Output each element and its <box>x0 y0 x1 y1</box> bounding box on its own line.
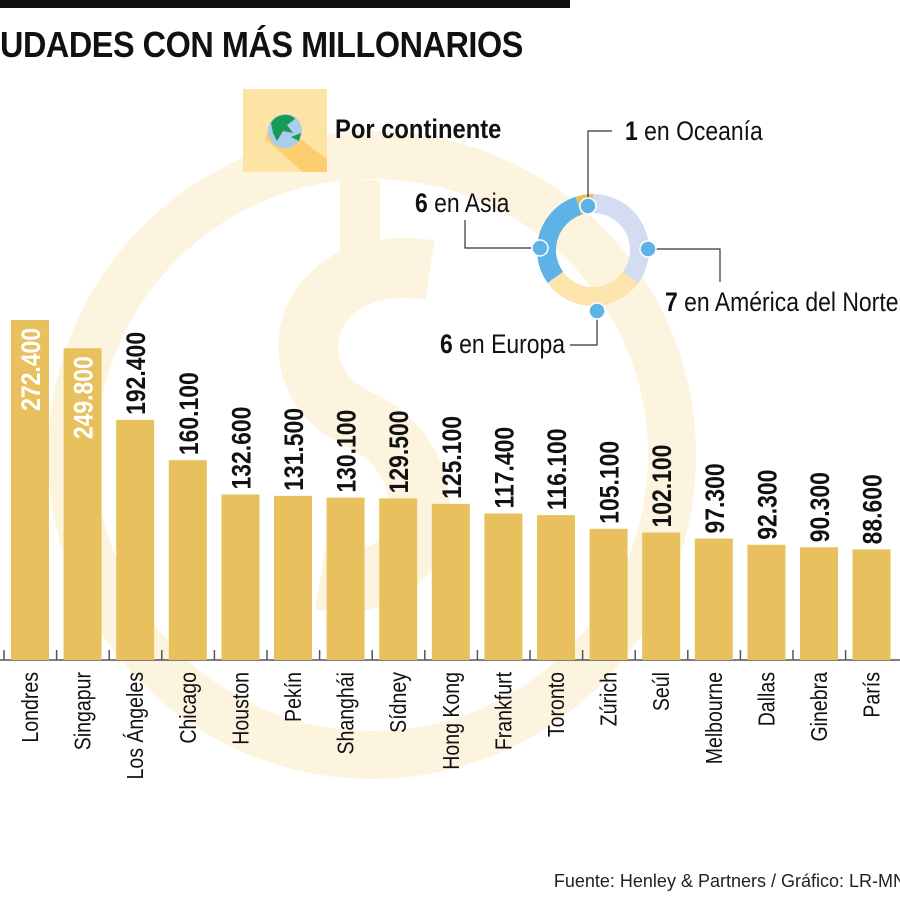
data-label: 102.100 <box>647 445 677 528</box>
bar-8 <box>431 503 470 660</box>
bar-3 <box>168 460 207 660</box>
leader-line <box>587 130 612 205</box>
category-label: Los Ángeles <box>122 672 149 780</box>
label-asia: 6 en Asia <box>415 188 510 218</box>
data-label: 129.500 <box>384 410 414 493</box>
category-label: Toronto <box>544 672 570 737</box>
data-label: 130.100 <box>332 410 362 493</box>
label-oceania: 1 en Oceanía <box>625 116 763 146</box>
bar-15 <box>800 547 838 660</box>
bar-9 <box>484 513 523 660</box>
data-label: 132.600 <box>227 407 257 490</box>
category-label: París <box>859 672 885 718</box>
donut-slice-1 <box>547 271 639 306</box>
category-label: Houston <box>228 672 254 745</box>
data-label: 160.100 <box>174 372 204 455</box>
data-label: 105.100 <box>595 441 625 524</box>
category-label: Pekín <box>281 672 307 722</box>
category-label: Hong Kong <box>438 672 464 770</box>
legend-title: Por continente <box>335 114 502 144</box>
data-label: 272.400 <box>16 328 46 411</box>
donut-marker <box>639 240 657 258</box>
donut-slice-2 <box>537 196 582 283</box>
bar-16 <box>852 549 891 660</box>
data-label: 117.400 <box>490 427 520 509</box>
top-rule <box>0 0 570 8</box>
donut-marker <box>579 197 597 215</box>
leader-line <box>648 248 721 282</box>
data-label: 90.300 <box>805 472 835 542</box>
source-note: Fuente: Henley & Partners / Gráfico: LR-… <box>553 871 900 891</box>
category-label: Shanghái <box>333 672 359 755</box>
leader-line <box>464 220 540 249</box>
donut-slice-0 <box>593 194 649 283</box>
donut-marker <box>531 239 549 257</box>
category-label: Chicago <box>175 672 201 744</box>
category-label: Londres <box>18 672 44 743</box>
bar-7 <box>379 498 418 660</box>
data-label: 116.100 <box>542 428 572 510</box>
bar-2 <box>116 419 155 660</box>
data-label: 97.300 <box>700 463 730 533</box>
bar-0 <box>11 320 49 660</box>
bar-13 <box>694 538 733 660</box>
category-label: Singapur <box>70 672 96 750</box>
category-label: Ginebra <box>807 672 833 742</box>
bar-14 <box>747 544 786 660</box>
data-label: 125.100 <box>437 416 467 499</box>
bar-12 <box>642 532 681 660</box>
page-title: UDADES CON MÁS MILLONARIOS <box>0 24 523 65</box>
bar-4 <box>221 494 260 660</box>
data-label: 88.600 <box>858 474 888 544</box>
legend-icon-box <box>243 89 327 172</box>
category-label: Sídney <box>386 672 412 733</box>
bar-1 <box>63 348 102 660</box>
data-label: 249.800 <box>69 356 99 439</box>
bar-10 <box>537 515 575 660</box>
data-label: 131.500 <box>279 408 309 491</box>
category-label: Seúl <box>649 672 675 711</box>
category-label: Dallas <box>754 672 780 726</box>
category-label: Zúrich <box>596 672 622 726</box>
bar-5 <box>274 495 312 660</box>
data-label: 92.300 <box>753 470 783 540</box>
bar-11 <box>589 528 628 660</box>
donut-marker <box>588 302 606 320</box>
globe-icon <box>265 114 327 172</box>
data-label: 192.400 <box>121 332 151 415</box>
category-label: Frankfurt <box>491 672 517 750</box>
label-america: 7 en América del Norte <box>665 287 899 317</box>
category-label: Melbourne <box>701 672 727 764</box>
label-europe: 6 en Europa <box>440 329 566 359</box>
leader-line <box>570 311 598 346</box>
bar-6 <box>326 497 365 660</box>
